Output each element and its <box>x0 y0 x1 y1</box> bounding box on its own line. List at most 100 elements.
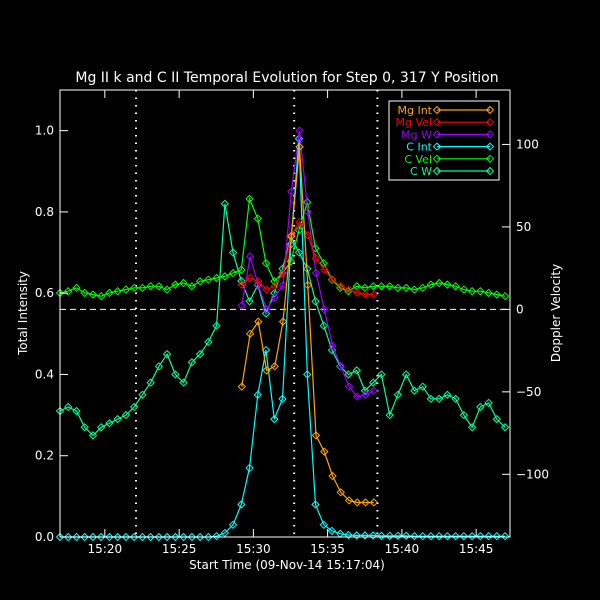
data-point-mg-w <box>344 382 354 391</box>
data-point-mg-int <box>344 496 354 505</box>
legend-item-mg-vel: Mg Vel <box>396 116 495 129</box>
data-point-c-vel <box>204 275 213 284</box>
data-point-c-vel <box>484 288 493 298</box>
data-point-c-int <box>171 532 180 542</box>
data-point-c-w <box>121 410 131 420</box>
data-point-mg-vel <box>237 280 246 289</box>
data-point-c-w <box>369 378 378 387</box>
data-point-c-w <box>459 410 469 420</box>
x-tick-label: 15:30 <box>236 542 271 556</box>
data-point-c-w <box>500 423 510 432</box>
data-point-c-vel <box>492 290 502 299</box>
legend-label: Mg Vel <box>396 116 432 129</box>
data-point-c-vel <box>393 283 403 293</box>
legend-marker <box>432 105 442 115</box>
data-point-mg-vel <box>328 275 337 284</box>
data-point-mg-w <box>245 252 255 261</box>
data-point-c-vel <box>129 283 139 293</box>
data-point-c-vel <box>237 265 246 274</box>
data-point-c-w <box>261 309 271 318</box>
data-point-c-int <box>286 240 295 249</box>
data-point-c-int <box>492 531 502 541</box>
data-point-mg-w <box>353 392 362 402</box>
data-point-c-vel <box>88 290 98 299</box>
data-point-c-vel <box>261 258 271 268</box>
legend-marker <box>485 154 495 164</box>
data-point-c-vel <box>459 285 469 294</box>
reference-lines <box>60 90 510 537</box>
data-point-mg-vel <box>361 290 370 299</box>
data-point-c-w <box>80 423 89 432</box>
data-point-c-int <box>418 531 427 541</box>
data-point-mg-vel <box>295 217 304 227</box>
data-point-c-int <box>154 532 164 542</box>
data-point-c-int <box>352 531 361 540</box>
data-point-c-w <box>476 402 485 412</box>
x-tick-label: 15:45 <box>459 542 494 556</box>
data-point-c-int <box>319 520 328 530</box>
right-y-tick-label: 0 <box>516 302 524 316</box>
data-point-c-vel <box>179 278 188 288</box>
x-tick-label: 15:40 <box>385 542 420 556</box>
data-point-mg-int <box>287 232 296 241</box>
data-point-c-int <box>385 531 394 540</box>
legend-item-mg-int: Mg Int <box>398 104 495 117</box>
data-point-c-int <box>138 532 147 542</box>
data-point-c-vel <box>228 268 238 278</box>
data-point-c-vel <box>451 282 460 291</box>
data-point-c-int <box>253 390 263 399</box>
data-point-c-vel <box>63 287 73 296</box>
legend-marker <box>432 117 442 127</box>
data-point-c-w <box>393 390 403 399</box>
data-point-c-vel <box>195 277 205 286</box>
data-point-c-int <box>434 531 444 541</box>
legend-marker <box>485 142 495 151</box>
data-point-c-vel <box>476 287 485 296</box>
data-point-mg-w <box>303 207 313 217</box>
data-point-mg-int <box>320 447 329 456</box>
data-point-c-int <box>294 134 304 143</box>
data-point-c-int <box>179 532 188 542</box>
data-point-mg-int <box>254 317 263 326</box>
data-point-c-vel <box>212 273 221 283</box>
data-point-mg-int <box>295 142 304 152</box>
data-point-c-int <box>228 520 238 530</box>
data-point-mg-int <box>311 431 321 440</box>
data-point-mg-int <box>336 488 345 497</box>
data-point-mg-int <box>262 366 271 375</box>
data-point-c-int <box>410 531 419 541</box>
legend-label: C Int <box>406 141 432 154</box>
data-point-c-w <box>360 386 370 395</box>
data-point-c-int <box>113 532 122 542</box>
data-point-mg-w <box>328 341 337 351</box>
legend-marker <box>485 105 495 115</box>
data-point-c-vel <box>154 282 164 291</box>
data-point-c-w <box>129 402 139 412</box>
data-point-c-w <box>72 406 81 416</box>
left-y-tick-label: 0.8 <box>35 205 54 219</box>
data-point-mg-vel <box>369 290 379 299</box>
data-point-c-vel <box>138 283 147 293</box>
data-point-mg-int <box>328 471 337 481</box>
data-point-c-w <box>401 370 411 379</box>
data-point-c-w <box>220 199 230 208</box>
data-point-c-int <box>451 531 460 541</box>
x-axis-label: Start Time (09-Nov-14 15:17:04) <box>189 558 385 572</box>
data-point-c-w <box>311 297 320 306</box>
data-point-c-int <box>195 532 205 542</box>
data-point-c-w <box>212 321 221 330</box>
data-point-c-w <box>492 414 502 424</box>
data-point-c-w <box>319 321 328 330</box>
data-point-c-vel <box>220 272 230 281</box>
data-point-mg-w <box>369 386 379 395</box>
data-point-c-vel <box>270 277 279 286</box>
data-point-c-int <box>443 531 452 541</box>
data-point-c-w <box>204 337 213 347</box>
data-point-mg-w <box>287 187 296 196</box>
data-point-c-int <box>303 370 312 379</box>
data-point-mg-vel <box>303 230 313 240</box>
data-point-c-w <box>245 297 254 306</box>
right-y-axis-label: Doppler Velocity <box>549 264 563 362</box>
data-point-c-vel <box>385 282 394 291</box>
